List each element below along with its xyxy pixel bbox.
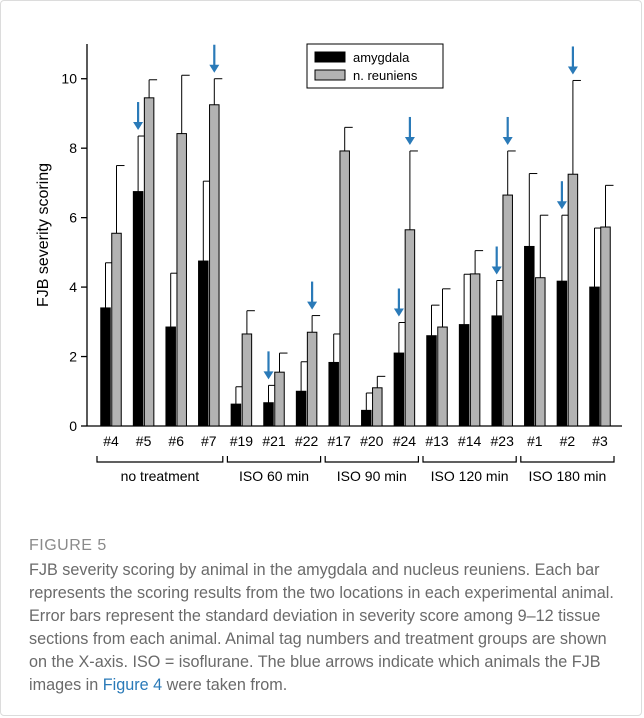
- bar-amygdala: [165, 326, 176, 427]
- arrow-head: [393, 308, 404, 317]
- legend-swatch: [314, 51, 346, 63]
- x-tick-label: #14: [458, 433, 482, 449]
- y-tick-label: 6: [69, 210, 77, 226]
- y-tick-label: 8: [69, 140, 77, 156]
- bar-reuniens: [339, 150, 350, 427]
- bar-amygdala: [100, 307, 111, 427]
- x-tick-label: #2: [560, 433, 576, 449]
- x-tick-label: #3: [592, 433, 608, 449]
- y-tick-label: 0: [69, 418, 77, 434]
- caption-text: FJB severity scoring by animal in the am…: [29, 559, 619, 697]
- bar-amygdala: [132, 191, 144, 427]
- bar-amygdala: [328, 361, 339, 427]
- bar-amygdala: [458, 324, 470, 427]
- group-bracket: [422, 456, 517, 463]
- arrow-head: [209, 64, 220, 73]
- bar-reuniens: [274, 371, 285, 427]
- x-tick-label: #21: [262, 433, 286, 449]
- caption-text-after: were taken from.: [162, 676, 288, 694]
- arrow-head: [567, 66, 578, 75]
- bar-amygdala: [556, 280, 568, 427]
- bar-reuniens: [209, 104, 220, 427]
- arrow-head: [502, 136, 513, 145]
- x-tick-label: #17: [328, 433, 352, 449]
- legend-swatch: [314, 69, 346, 81]
- bar-chart: 0 2 4 6 8 10 FJB severity scoring #4 #5 #6 #7 #19 #2…: [35, 43, 622, 484]
- caption-text-before: FJB severity scoring by animal in the am…: [29, 561, 614, 694]
- x-tick-label: #23: [491, 433, 515, 449]
- y-tick-label: 4: [69, 279, 77, 295]
- bar-reuniens: [306, 331, 318, 427]
- group-label: no treatment: [121, 468, 200, 484]
- y-axis-label: FJB severity scoring: [35, 163, 52, 307]
- bar-amygdala: [198, 260, 209, 427]
- x-tick-label: #22: [295, 433, 319, 449]
- bar-reuniens: [241, 333, 253, 427]
- figure-caption: FIGURE 5 FJB severity scoring by animal …: [29, 537, 619, 697]
- group-label: ISO 180 min: [528, 468, 606, 484]
- bar-amygdala: [393, 352, 405, 427]
- arrow-head: [491, 266, 502, 275]
- bar-reuniens: [502, 194, 513, 427]
- bar-reuniens: [404, 229, 416, 427]
- bar-amygdala: [263, 402, 274, 427]
- y-tick-label: 10: [61, 71, 77, 87]
- x-tick-label: #5: [136, 433, 152, 449]
- group-label: ISO 90 min: [337, 468, 407, 484]
- group-bracket: [324, 456, 419, 463]
- bar-reuniens: [176, 133, 187, 427]
- figure-4-link[interactable]: Figure 4: [102, 676, 163, 694]
- bar-reuniens: [437, 326, 448, 427]
- group-label: ISO 120 min: [431, 468, 509, 484]
- x-tick-label: #7: [201, 433, 217, 449]
- arrow-head: [263, 371, 274, 380]
- arrow-head: [556, 201, 567, 210]
- legend-box: [306, 43, 444, 89]
- legend-label: amygdala: [353, 50, 410, 65]
- bar-reuniens: [469, 273, 481, 427]
- legend-label: n. reuniens: [353, 68, 418, 83]
- bar-reuniens: [372, 387, 383, 427]
- arrow-head: [404, 136, 415, 145]
- bar-amygdala: [361, 409, 372, 427]
- bar-amygdala: [230, 403, 242, 427]
- bar-amygdala: [589, 286, 600, 427]
- x-tick-label: #24: [393, 433, 417, 449]
- x-tick-label: #19: [230, 433, 254, 449]
- bar-amygdala: [491, 315, 502, 427]
- bar-reuniens: [143, 97, 155, 427]
- x-tick-label: #20: [360, 433, 384, 449]
- bar-reuniens: [600, 226, 611, 427]
- group-bracket: [96, 456, 224, 463]
- x-tick-label: #4: [103, 433, 119, 449]
- figure-label: FIGURE 5: [29, 537, 107, 554]
- arrow-head: [133, 122, 144, 131]
- arrow-head: [307, 301, 318, 310]
- bar-amygdala: [524, 245, 535, 427]
- bar-amygdala: [295, 390, 307, 427]
- group-bracket: [520, 456, 615, 463]
- bar-reuniens: [111, 232, 122, 427]
- bar-amygdala: [426, 335, 437, 427]
- group-label: ISO 60 min: [239, 468, 309, 484]
- x-tick-label: #13: [425, 433, 449, 449]
- x-tick-label: #6: [168, 433, 184, 449]
- x-tick-label: #1: [527, 433, 543, 449]
- group-bracket: [226, 456, 322, 463]
- bar-reuniens: [567, 173, 579, 427]
- bar-reuniens: [535, 277, 546, 427]
- y-tick-label: 2: [69, 349, 77, 365]
